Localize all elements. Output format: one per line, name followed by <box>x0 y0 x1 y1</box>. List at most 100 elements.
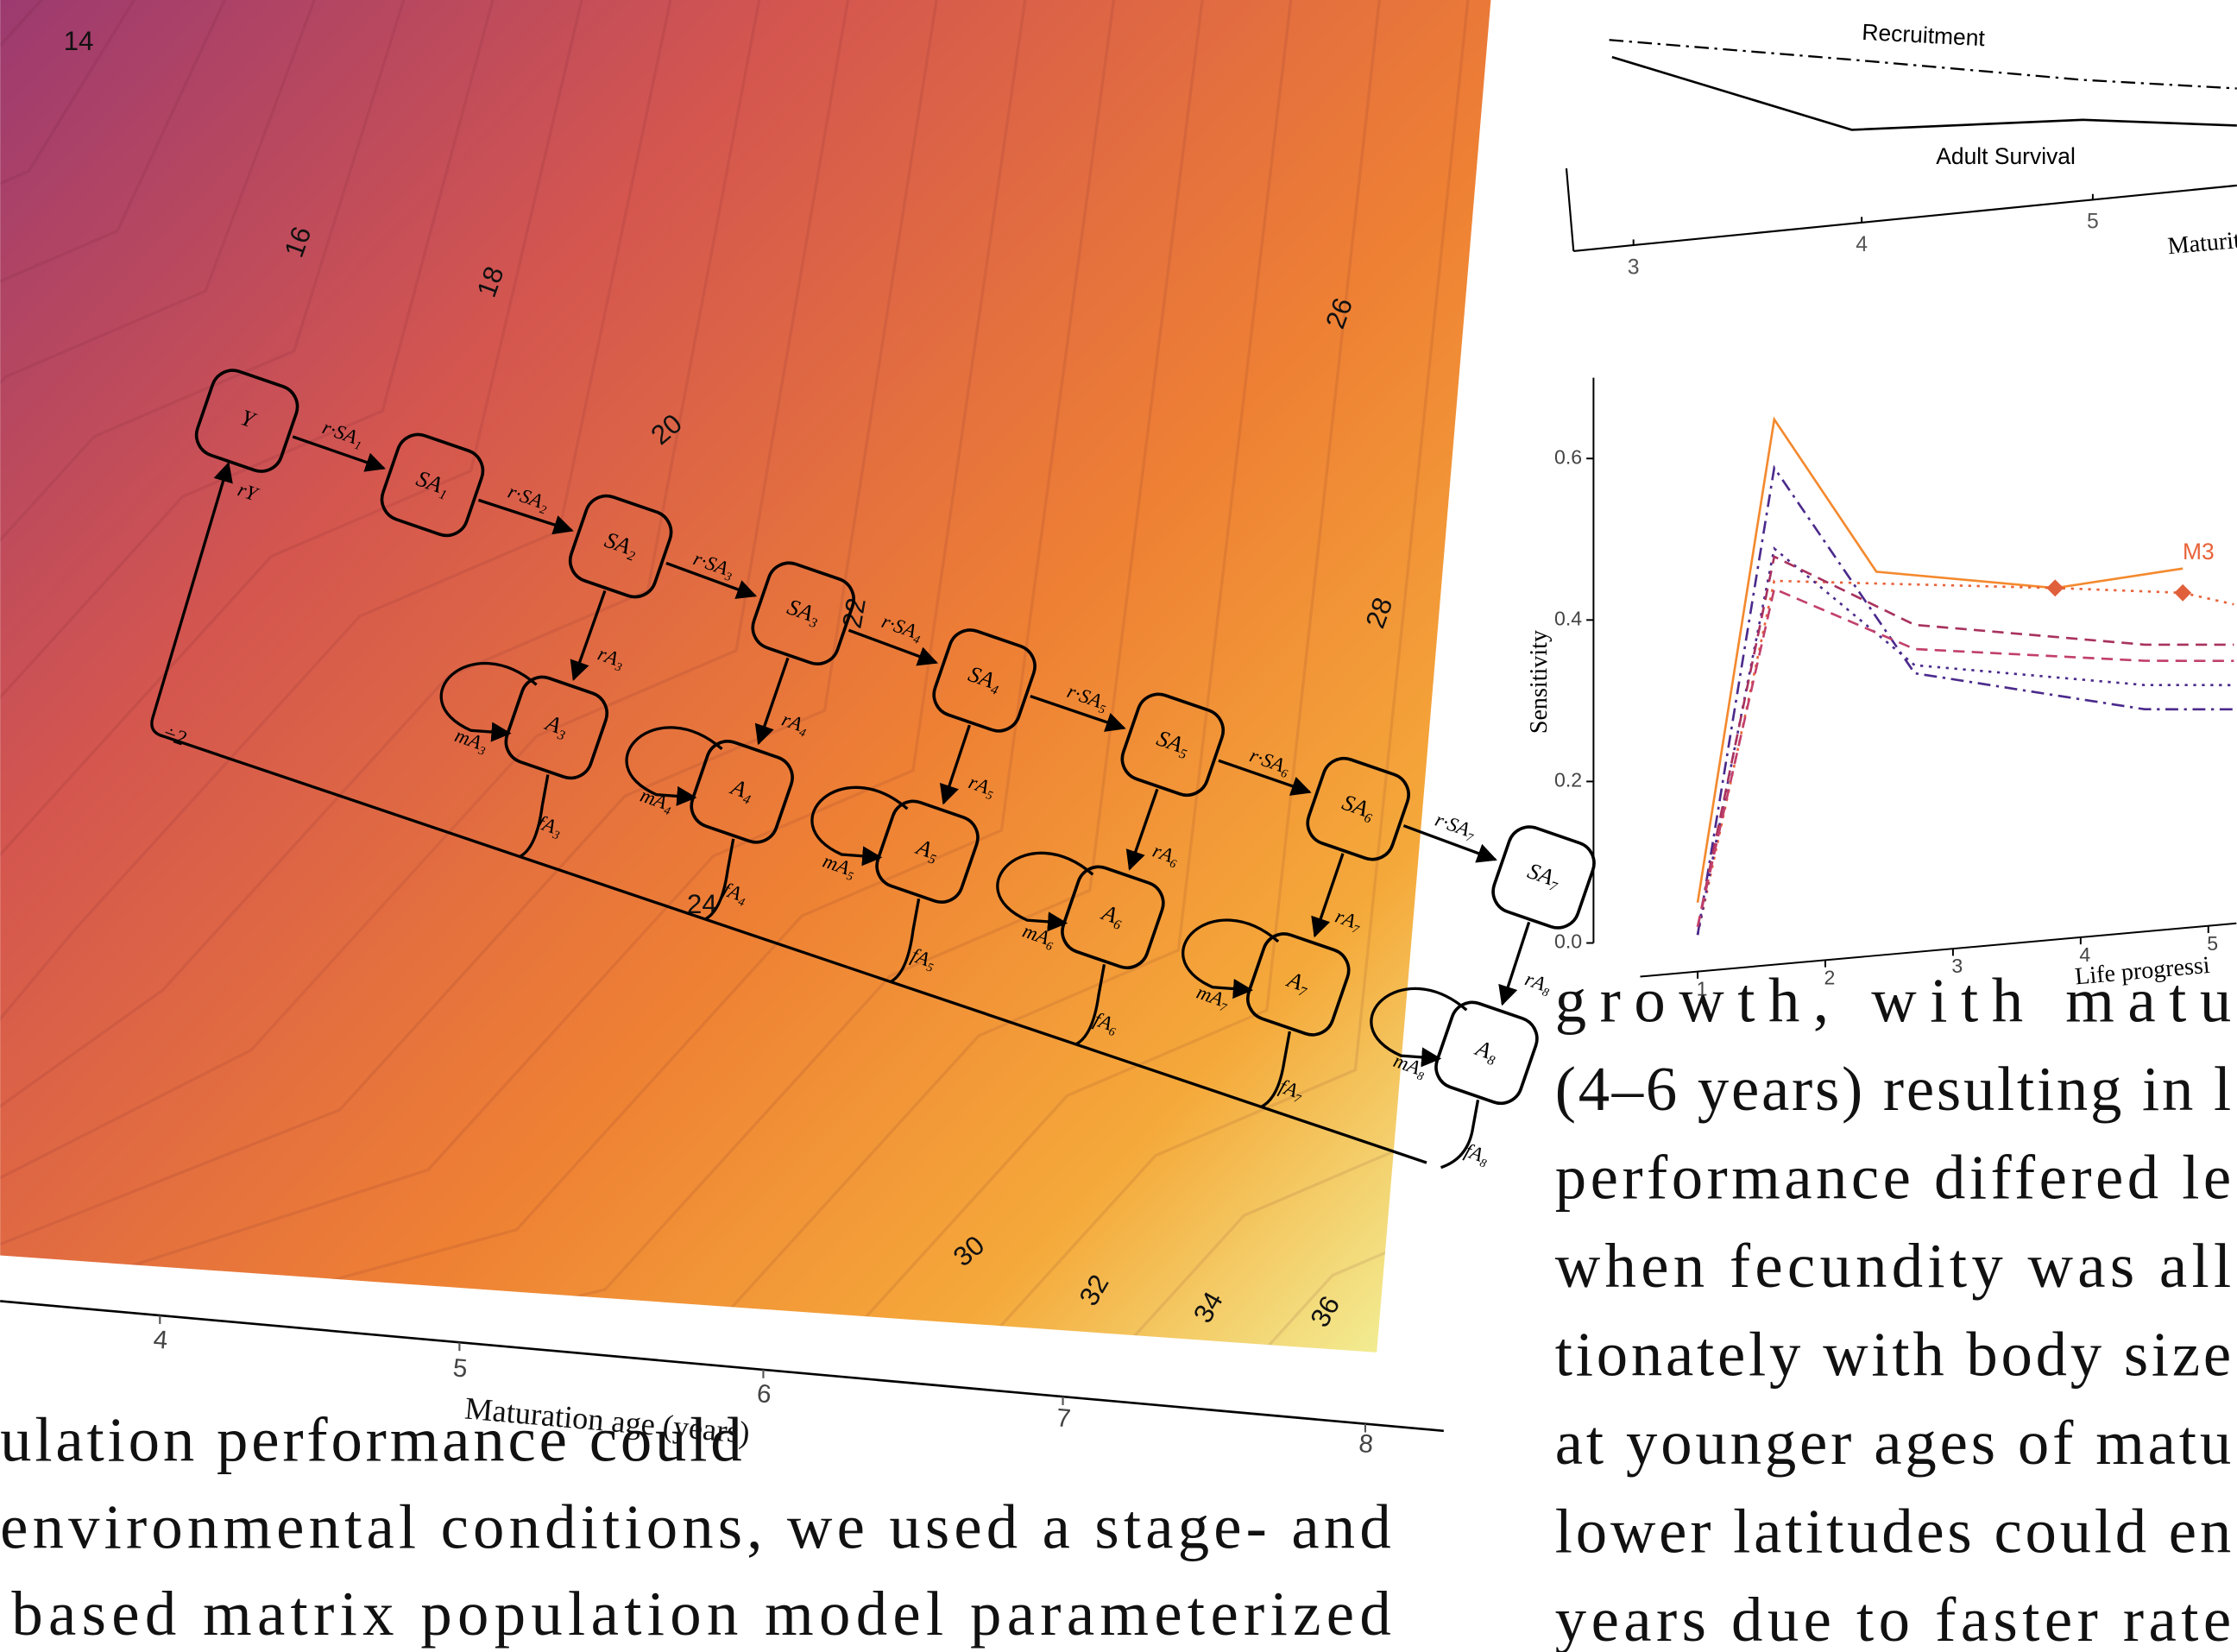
x-tick-label: 8 <box>1358 1429 1374 1459</box>
growth-arrow <box>848 628 938 666</box>
molt-loop <box>625 726 723 806</box>
series-annotation: M3 <box>2183 539 2215 564</box>
x-tick-label: 4 <box>152 1325 168 1354</box>
x-tick-label: 3 <box>1951 955 1963 977</box>
contour-band-edge <box>0 0 1471 1352</box>
growth-arrow <box>477 498 574 535</box>
fecundity-line <box>1074 964 1106 1046</box>
maturation-arrow <box>939 724 971 805</box>
growth-arrow <box>1402 824 1497 863</box>
contour-band-edge <box>0 0 498 968</box>
body-line: based matrix population model parameteri… <box>11 1579 1390 1649</box>
contour-band-edge <box>0 0 321 849</box>
series-line <box>1696 464 2234 936</box>
stage-node <box>1491 825 1596 930</box>
stage-node <box>932 628 1037 733</box>
growth-arrow <box>1218 759 1312 796</box>
body-line: (4–6 years) resulting in l <box>1555 1054 2231 1124</box>
transition-label: fA₈ <box>1462 1139 1493 1169</box>
x-tick-label: 4 <box>1856 233 1868 256</box>
contour-band-edge <box>0 0 587 1028</box>
plot-area <box>1696 416 2234 936</box>
stage-node <box>568 494 673 599</box>
series-line <box>1696 579 2234 936</box>
contour-band-edge <box>0 0 675 1088</box>
x-tick-label: 7 <box>1055 1403 1072 1433</box>
stage-node <box>504 675 609 780</box>
contour-band-edge <box>0 0 233 789</box>
body-line: at younger ages of matu <box>1555 1408 2231 1478</box>
body-line: tionately with body size <box>1555 1319 2231 1389</box>
stage-node <box>380 432 485 538</box>
stage-node <box>1061 865 1165 970</box>
fecundity-return-line <box>150 461 1427 1164</box>
stage-node <box>875 799 980 904</box>
series-line <box>1696 587 2234 928</box>
y-axis-line <box>1565 167 1575 251</box>
stage-label: A₈ <box>1471 1034 1503 1066</box>
maturation-arrow <box>570 590 607 682</box>
fecundity-line <box>1260 1031 1291 1108</box>
y-tick-label: 0.4 <box>1554 607 1582 629</box>
body-line: lower latitudes could en <box>1555 1496 2231 1566</box>
stage-node <box>690 740 794 844</box>
stage-node <box>1306 756 1410 861</box>
maturation-arrow <box>1125 788 1159 871</box>
contour-band-edge <box>0 0 1295 1352</box>
x-tick-label: 1 <box>1697 978 1708 1000</box>
y-tick-label: 0.6 <box>1554 445 1582 468</box>
stage-label: SA₇ <box>1524 857 1564 892</box>
molt-loop <box>810 785 909 867</box>
stage-node <box>1246 932 1351 1037</box>
series-line <box>1696 554 2234 928</box>
fecundity-line <box>1440 1100 1480 1170</box>
contour-band-edge <box>0 0 1491 1352</box>
contour-label: 14 <box>64 26 94 56</box>
growth-arrow <box>292 435 386 472</box>
y-tick-label: 0.2 <box>1554 769 1582 791</box>
contour-band-edge <box>0 0 410 909</box>
contour-bands <box>0 0 1491 1352</box>
x-tick-label: 5 <box>2087 210 2099 233</box>
x-axis-line <box>1573 184 2237 252</box>
x-tick-label: 6 <box>756 1379 772 1409</box>
contour-band-edge <box>0 0 764 1149</box>
contour-band-edge <box>0 0 1383 1352</box>
molt-loop <box>1182 918 1280 999</box>
maturation-arrow <box>1311 853 1345 938</box>
y-tick-label: 0.0 <box>1554 930 1582 953</box>
fecundity-line <box>518 774 550 859</box>
contour-band-edge <box>0 0 941 1269</box>
x-tick-label: 2 <box>1824 966 1836 988</box>
x-tick-label: 3 <box>1628 255 1640 279</box>
line-label: Recruitment <box>1862 19 1987 51</box>
series-line <box>1696 546 2234 936</box>
y-axis-title: Sensitivity <box>1526 630 1553 734</box>
line-label: Adult Survival <box>1936 143 2076 169</box>
series-line <box>1696 416 2183 903</box>
stage-node <box>194 369 299 473</box>
molt-loop <box>1370 987 1468 1068</box>
x-axis-line <box>1640 922 2237 978</box>
body-line: when fecundity was all <box>1555 1231 2231 1301</box>
body-line: environmental conditions, we used a stag… <box>0 1491 1391 1561</box>
fecundity-line <box>703 838 735 921</box>
recruitment-line <box>1609 39 2237 90</box>
x-tick-label: 5 <box>452 1353 469 1383</box>
x-axis-title: Maturity <box>2166 226 2237 260</box>
x-axis-line <box>0 1300 1444 1433</box>
stage-node <box>751 561 855 665</box>
molt-loop <box>439 661 538 742</box>
series-marker <box>2174 583 2192 602</box>
contour-band-edge <box>0 0 144 729</box>
stage-node <box>1434 1000 1539 1106</box>
contour-band-edge <box>0 0 1029 1328</box>
molt-loop <box>996 851 1094 932</box>
growth-arrow <box>1030 694 1126 732</box>
body-line: growth, with matu <box>1555 965 2231 1035</box>
adult-survival-line <box>1611 55 2237 131</box>
